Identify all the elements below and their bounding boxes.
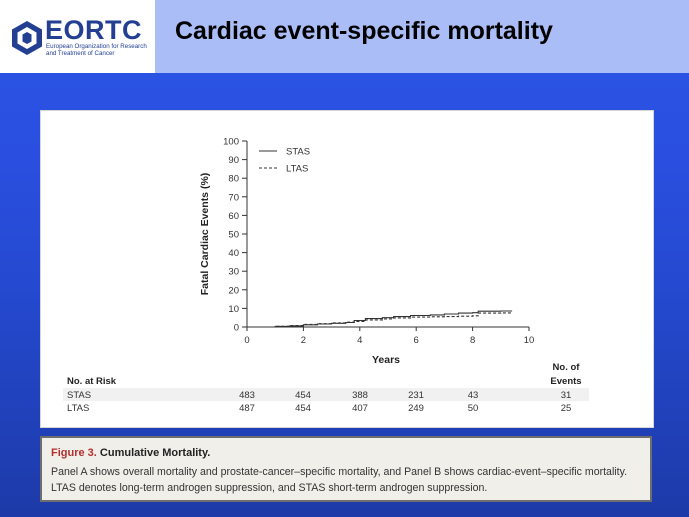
y-tick-label: 90	[228, 155, 239, 166]
logo-name: EORTC	[45, 15, 142, 45]
eortc-logo: EORTC European Organization for Research…	[0, 0, 155, 73]
x-tick-label: 6	[414, 335, 419, 346]
legend: STAS LTAS	[259, 147, 310, 175]
risk-table: No. at Risk No. of Events STAS 483 454 3…	[63, 362, 589, 414]
x-tick-label: 0	[244, 335, 249, 346]
risk-cell: 487	[239, 403, 255, 414]
y-axis-title: Fatal Cardiac Events (%)	[199, 173, 211, 296]
risk-cell: 454	[295, 403, 311, 414]
legend-ltas-label: LTAS	[286, 164, 308, 175]
y-tick-label: 50	[228, 230, 239, 241]
y-tick-label: 70	[228, 192, 239, 203]
eortc-hexagon-icon	[12, 21, 42, 55]
slide-header: EORTC European Organization for Research…	[0, 0, 689, 73]
y-tick-label: 10	[228, 304, 239, 315]
risk-cell: 407	[352, 403, 368, 414]
x-tick-label: 2	[301, 335, 306, 346]
risk-cell: 43	[468, 390, 479, 401]
x-tick-label: 10	[524, 335, 535, 346]
slide-title: Cardiac event-specific mortality	[175, 17, 553, 45]
y-tick-label: 20	[228, 285, 239, 296]
risk-row-label: LTAS	[67, 403, 89, 414]
risk-cell: 483	[239, 390, 255, 401]
figure-card: 0 10 20 30 40 50 60 70 80 90 100 0 2 4 6 8 10 Fatal Card…	[40, 110, 654, 428]
risk-cell: 231	[408, 390, 424, 401]
logo-subtitle: European Organization for Research and T…	[46, 43, 147, 57]
x-axis-title: Years	[372, 354, 400, 366]
events-cell: 25	[561, 403, 572, 414]
series-line-stas	[247, 310, 513, 328]
risk-row-band-stas	[63, 388, 589, 401]
figure-caption: Figure 3. Cumulative Mortality. Panel A …	[40, 436, 652, 502]
x-tick-label: 8	[470, 335, 475, 346]
risk-table-header: No. at Risk	[67, 376, 117, 387]
x-tick-label: 4	[357, 335, 362, 346]
risk-row-label: STAS	[67, 390, 91, 401]
y-tick-label: 100	[223, 137, 239, 148]
y-tick-label: 0	[234, 323, 239, 334]
caption-heading: Cumulative Mortality.	[99, 447, 211, 459]
y-tick-label: 80	[228, 174, 239, 185]
series-line-ltas	[247, 312, 513, 328]
risk-cell: 454	[295, 390, 311, 401]
legend-stas-label: STAS	[286, 147, 310, 158]
caption-body: Panel A shows overall mortality and pros…	[51, 466, 628, 494]
events-cell: 31	[561, 390, 572, 401]
y-tick-label: 30	[228, 267, 239, 278]
cumulative-mortality-chart: 0 10 20 30 40 50 60 70 80 90 100 0 2 4 6 8 10 Fatal Card…	[63, 137, 589, 414]
risk-cell: 388	[352, 390, 368, 401]
risk-cell: 50	[468, 403, 479, 414]
caption-title: Figure 3. Cumulative Mortality.	[51, 447, 210, 459]
y-tick-label: 60	[228, 211, 239, 222]
caption-figure-label: Figure 3.	[51, 447, 97, 459]
events-header-line1: No. of	[553, 362, 581, 373]
y-tick-label: 40	[228, 248, 239, 259]
events-header-line2: Events	[550, 376, 581, 387]
risk-cell: 249	[408, 403, 424, 414]
